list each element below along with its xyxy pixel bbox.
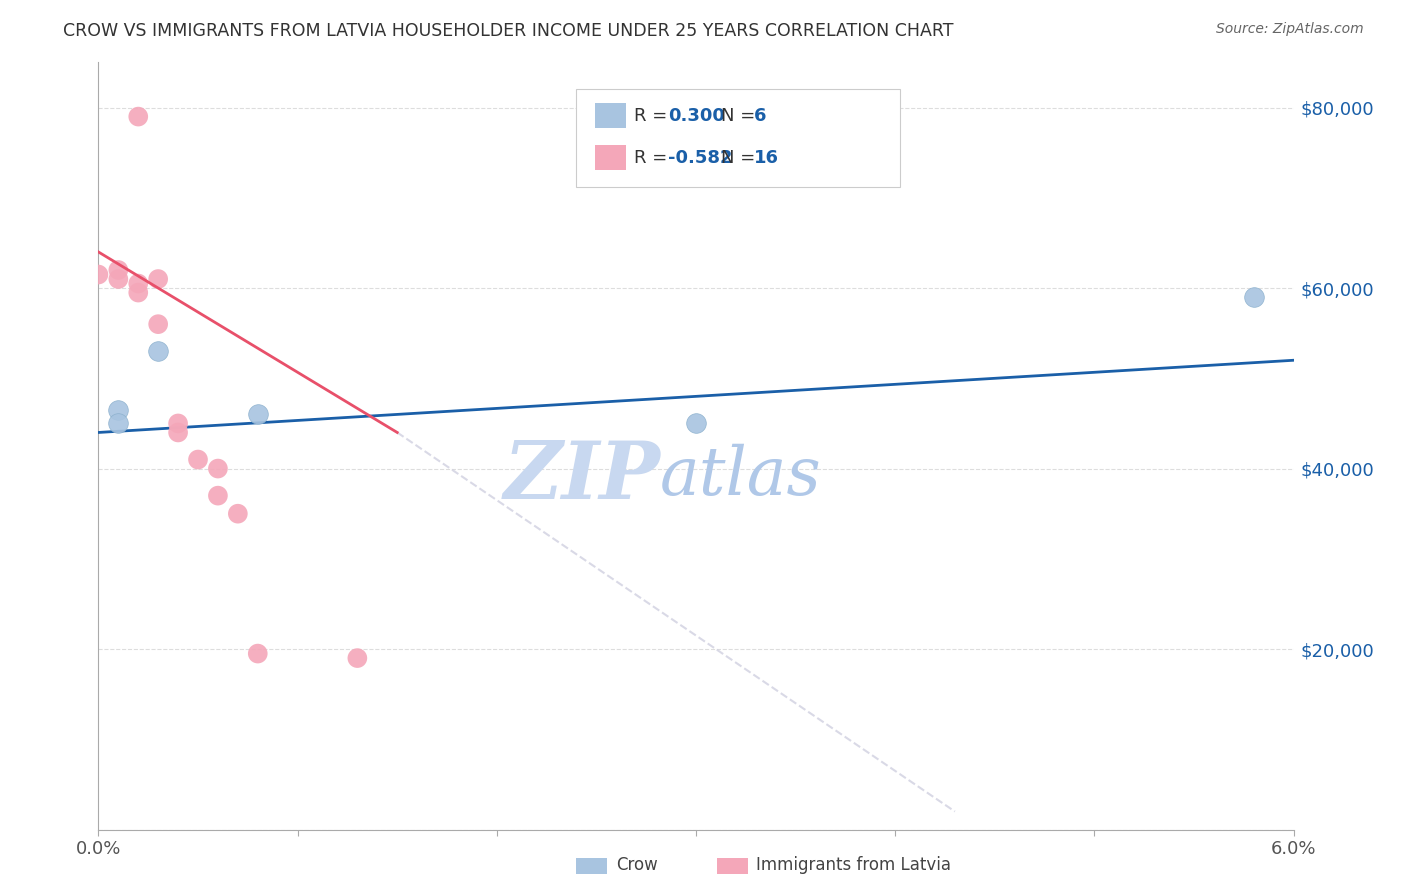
Text: Crow: Crow <box>616 856 658 874</box>
Point <box>207 489 229 503</box>
Point <box>127 110 149 124</box>
Point <box>1243 290 1265 304</box>
Point <box>246 647 269 661</box>
Point <box>685 417 707 431</box>
Point <box>107 417 129 431</box>
Point <box>148 272 170 286</box>
Text: R =: R = <box>634 149 673 167</box>
Point <box>107 403 129 417</box>
Text: CROW VS IMMIGRANTS FROM LATVIA HOUSEHOLDER INCOME UNDER 25 YEARS CORRELATION CHA: CROW VS IMMIGRANTS FROM LATVIA HOUSEHOLD… <box>63 22 953 40</box>
Text: Source: ZipAtlas.com: Source: ZipAtlas.com <box>1216 22 1364 37</box>
Point <box>226 507 249 521</box>
Point <box>167 417 190 431</box>
Text: Immigrants from Latvia: Immigrants from Latvia <box>756 856 952 874</box>
Point <box>87 268 110 282</box>
Text: N =: N = <box>721 107 761 125</box>
Point <box>107 263 129 277</box>
Text: 0.300: 0.300 <box>668 107 724 125</box>
Point <box>107 272 129 286</box>
Text: 6: 6 <box>754 107 766 125</box>
Text: ZIP: ZIP <box>503 438 661 516</box>
Point <box>187 452 209 467</box>
Text: 16: 16 <box>754 149 779 167</box>
Text: N =: N = <box>721 149 761 167</box>
Text: R =: R = <box>634 107 673 125</box>
Point <box>127 285 149 300</box>
Point <box>148 344 170 359</box>
Point <box>167 425 190 440</box>
Point <box>207 461 229 475</box>
Text: atlas: atlas <box>661 444 823 509</box>
Point <box>246 408 269 422</box>
Point <box>346 651 368 665</box>
Point <box>148 317 170 331</box>
Text: -0.582: -0.582 <box>668 149 733 167</box>
Point <box>127 277 149 291</box>
